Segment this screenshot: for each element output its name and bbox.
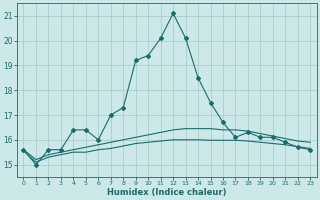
X-axis label: Humidex (Indice chaleur): Humidex (Indice chaleur) — [107, 188, 227, 197]
